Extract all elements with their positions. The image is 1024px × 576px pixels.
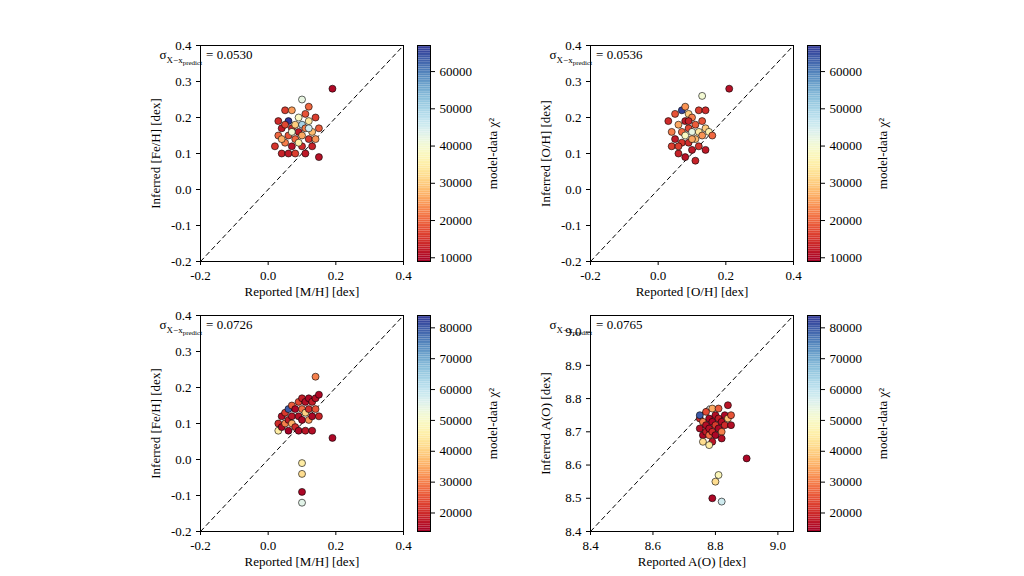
svg-text:30000: 30000	[440, 474, 473, 489]
svg-text:-0.1: -0.1	[561, 218, 582, 233]
svg-text:0.1: 0.1	[175, 146, 191, 161]
svg-text:Inferred A(O) [dex]: Inferred A(O) [dex]	[538, 372, 553, 475]
svg-text:60000: 60000	[440, 382, 473, 397]
svg-text:70000: 70000	[440, 351, 473, 366]
svg-text:0.4: 0.4	[175, 308, 192, 323]
svg-text:-0.2: -0.2	[190, 268, 211, 283]
svg-text:0.3: 0.3	[175, 344, 191, 359]
svg-text:20000: 20000	[830, 505, 863, 520]
svg-text:0.0: 0.0	[650, 268, 666, 283]
svg-text:60000: 60000	[830, 64, 863, 79]
svg-text:20000: 20000	[440, 213, 473, 228]
svg-text:σX−xpredict= 0.0765: σX−xpredict= 0.0765	[550, 317, 643, 337]
svg-text:40000: 40000	[830, 443, 863, 458]
svg-text:-0.2: -0.2	[190, 538, 211, 553]
svg-text:Inferred [Fe/H] [dex]: Inferred [Fe/H] [dex]	[148, 368, 163, 478]
svg-text:-0.1: -0.1	[171, 218, 192, 233]
svg-text:0.0: 0.0	[175, 452, 191, 467]
svg-text:Reported [M/H] [dex]: Reported [M/H] [dex]	[245, 284, 360, 299]
svg-text:Reported A(O) [dex]: Reported A(O) [dex]	[638, 554, 746, 569]
svg-text:0.4: 0.4	[785, 268, 802, 283]
svg-text:0.3: 0.3	[175, 74, 191, 89]
svg-text:σX−xpredict= 0.0530: σX−xpredict= 0.0530	[160, 47, 253, 67]
svg-text:8.4: 8.4	[582, 538, 599, 553]
svg-text:0.4: 0.4	[395, 538, 412, 553]
svg-text:80000: 80000	[830, 320, 863, 335]
svg-text:30000: 30000	[830, 474, 863, 489]
svg-text:-0.2: -0.2	[580, 268, 601, 283]
svg-text:10000: 10000	[830, 250, 863, 265]
svg-text:Inferred [O/H] [dex]: Inferred [O/H] [dex]	[538, 100, 553, 207]
svg-text:50000: 50000	[830, 101, 863, 116]
svg-text:0.0: 0.0	[565, 182, 581, 197]
svg-text:9.0: 9.0	[770, 538, 786, 553]
svg-text:20000: 20000	[440, 505, 473, 520]
svg-text:0.1: 0.1	[175, 416, 191, 431]
svg-text:model-data χ²: model-data χ²	[875, 118, 890, 189]
svg-text:0.4: 0.4	[395, 268, 412, 283]
svg-text:0.2: 0.2	[175, 110, 191, 125]
svg-text:0.2: 0.2	[328, 538, 344, 553]
svg-text:Reported [M/H] [dex]: Reported [M/H] [dex]	[245, 554, 360, 569]
svg-text:model-data χ²: model-data χ²	[485, 388, 500, 459]
svg-text:50000: 50000	[830, 413, 863, 428]
svg-text:8.8: 8.8	[707, 538, 723, 553]
svg-text:0.2: 0.2	[565, 110, 581, 125]
svg-text:0.0: 0.0	[260, 538, 276, 553]
svg-text:80000: 80000	[440, 320, 473, 335]
svg-text:40000: 40000	[830, 138, 863, 153]
svg-text:8.6: 8.6	[645, 538, 662, 553]
svg-text:0.0: 0.0	[175, 182, 191, 197]
svg-text:0.1: 0.1	[565, 146, 581, 161]
svg-text:0.3: 0.3	[565, 74, 581, 89]
svg-text:0.2: 0.2	[718, 268, 734, 283]
svg-text:70000: 70000	[830, 351, 863, 366]
svg-text:-0.2: -0.2	[561, 254, 582, 269]
svg-text:60000: 60000	[440, 64, 473, 79]
svg-text:8.8: 8.8	[565, 391, 581, 406]
svg-text:-0.2: -0.2	[171, 254, 192, 269]
svg-text:0.0: 0.0	[260, 268, 276, 283]
svg-text:0.4: 0.4	[175, 38, 192, 53]
svg-text:model-data χ²: model-data χ²	[875, 388, 890, 459]
svg-text:10000: 10000	[440, 250, 473, 265]
svg-text:40000: 40000	[440, 443, 473, 458]
svg-text:8.4: 8.4	[565, 524, 582, 539]
svg-text:Reported [O/H] [dex]: Reported [O/H] [dex]	[636, 284, 749, 299]
svg-text:σX−xpredict= 0.0536: σX−xpredict= 0.0536	[550, 47, 643, 67]
svg-text:0.4: 0.4	[565, 38, 582, 53]
svg-text:-0.2: -0.2	[171, 524, 192, 539]
svg-text:σX−xpredict= 0.0726: σX−xpredict= 0.0726	[160, 317, 253, 337]
svg-text:0.2: 0.2	[328, 268, 344, 283]
svg-text:60000: 60000	[830, 382, 863, 397]
svg-text:8.7: 8.7	[565, 424, 582, 439]
svg-text:50000: 50000	[440, 101, 473, 116]
svg-text:40000: 40000	[440, 138, 473, 153]
svg-text:8.9: 8.9	[565, 358, 581, 373]
svg-text:50000: 50000	[440, 413, 473, 428]
svg-text:0.2: 0.2	[175, 380, 191, 395]
svg-text:Inferred [Fe/H] [dex]: Inferred [Fe/H] [dex]	[148, 98, 163, 208]
svg-text:30000: 30000	[830, 175, 863, 190]
svg-text:20000: 20000	[830, 213, 863, 228]
svg-text:8.6: 8.6	[565, 457, 582, 472]
svg-text:model-data χ²: model-data χ²	[485, 118, 500, 189]
svg-text:30000: 30000	[440, 175, 473, 190]
svg-text:-0.1: -0.1	[171, 488, 192, 503]
svg-text:8.5: 8.5	[565, 490, 581, 505]
